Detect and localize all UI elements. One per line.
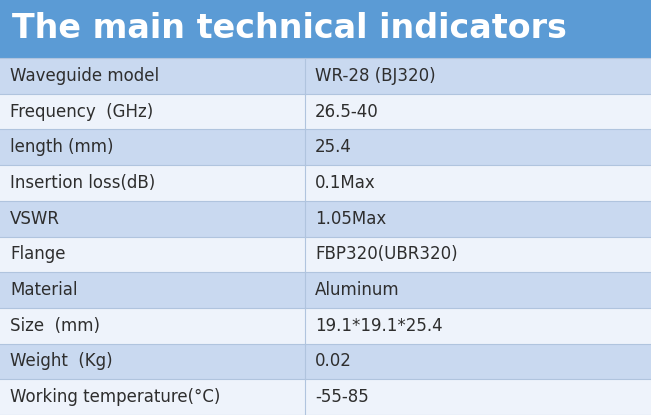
- Text: The main technical indicators: The main technical indicators: [12, 12, 567, 46]
- Text: Frequency  (GHz): Frequency (GHz): [10, 103, 153, 120]
- Bar: [0, 308, 651, 344]
- Text: Waveguide model: Waveguide model: [10, 67, 159, 85]
- Text: 1.05Max: 1.05Max: [315, 210, 386, 228]
- Bar: [0, 237, 651, 272]
- Bar: [0, 94, 651, 129]
- Bar: [0, 165, 651, 201]
- Bar: [0, 201, 651, 237]
- Bar: [0, 344, 651, 379]
- Text: Material: Material: [10, 281, 77, 299]
- Text: Insertion loss(dB): Insertion loss(dB): [10, 174, 155, 192]
- Text: Working temperature(°C): Working temperature(°C): [10, 388, 221, 406]
- Text: FBP320(UBR320): FBP320(UBR320): [315, 245, 458, 264]
- Text: Aluminum: Aluminum: [315, 281, 400, 299]
- Bar: [0, 129, 651, 165]
- Text: WR-28 (BJ320): WR-28 (BJ320): [315, 67, 436, 85]
- Text: 26.5-40: 26.5-40: [315, 103, 379, 120]
- Text: 19.1*19.1*25.4: 19.1*19.1*25.4: [315, 317, 443, 335]
- Text: -55-85: -55-85: [315, 388, 368, 406]
- Text: VSWR: VSWR: [10, 210, 60, 228]
- Text: Weight  (Kg): Weight (Kg): [10, 352, 113, 371]
- Bar: [0, 379, 651, 415]
- Text: 0.1Max: 0.1Max: [315, 174, 376, 192]
- Text: Flange: Flange: [10, 245, 66, 264]
- Text: length (mm): length (mm): [10, 138, 113, 156]
- Text: Size  (mm): Size (mm): [10, 317, 100, 335]
- Bar: [0, 272, 651, 308]
- Bar: [0, 58, 651, 94]
- Text: 0.02: 0.02: [315, 352, 352, 371]
- Text: 25.4: 25.4: [315, 138, 352, 156]
- Bar: [0, 0, 651, 58]
